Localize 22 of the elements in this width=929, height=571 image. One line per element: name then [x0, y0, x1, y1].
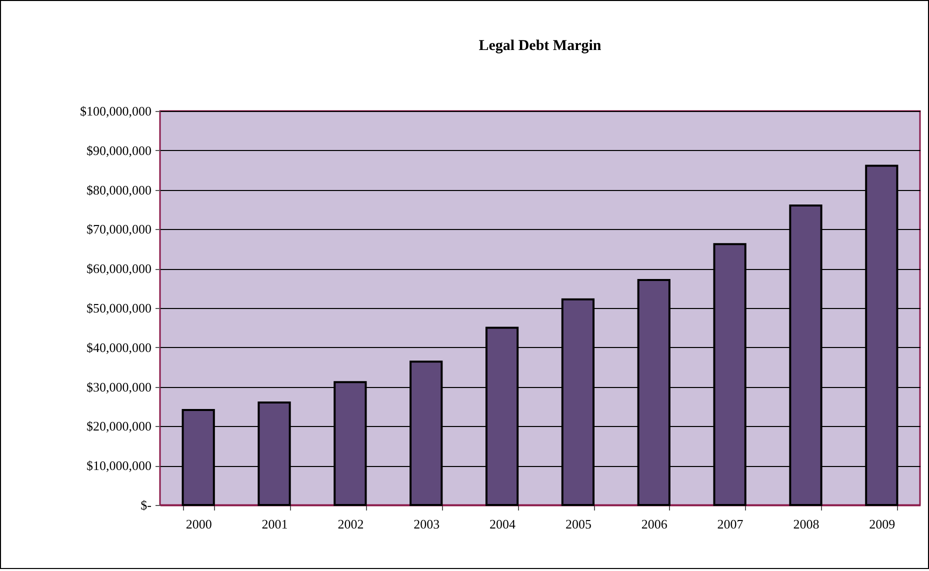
x-tick-label: 2001: [262, 516, 288, 532]
x-tick-label: 2003: [414, 516, 440, 532]
x-tick-label: 2005: [565, 516, 592, 532]
x-tick-label: 2002: [338, 516, 364, 532]
x-tick-label: 2007: [717, 516, 744, 532]
y-tick-label: $80,000,000: [86, 182, 152, 198]
chart-title: Legal Debt Margin: [478, 38, 602, 54]
x-tick-label: 2008: [793, 516, 820, 532]
y-tick-label: $30,000,000: [86, 379, 152, 394]
y-tick-label: $40,000,000: [86, 340, 152, 355]
x-tick-label: 2006: [641, 516, 668, 532]
y-tick-label: $-: [140, 498, 152, 512]
x-tick-label: 2000: [186, 516, 212, 532]
x-tick-label: 2009: [869, 516, 896, 532]
y-tick-label: $90,000,000: [86, 142, 152, 158]
y-tick-label: $100,000,000: [80, 104, 152, 118]
y-tick-label: $10,000,000: [86, 458, 152, 474]
y-tick-label: $50,000,000: [86, 300, 152, 316]
y-tick-label: $60,000,000: [86, 261, 152, 276]
y-tick-label: $70,000,000: [86, 222, 152, 237]
x-tick-label: 2004: [490, 516, 516, 532]
y-tick-label: $20,000,000: [86, 418, 152, 434]
